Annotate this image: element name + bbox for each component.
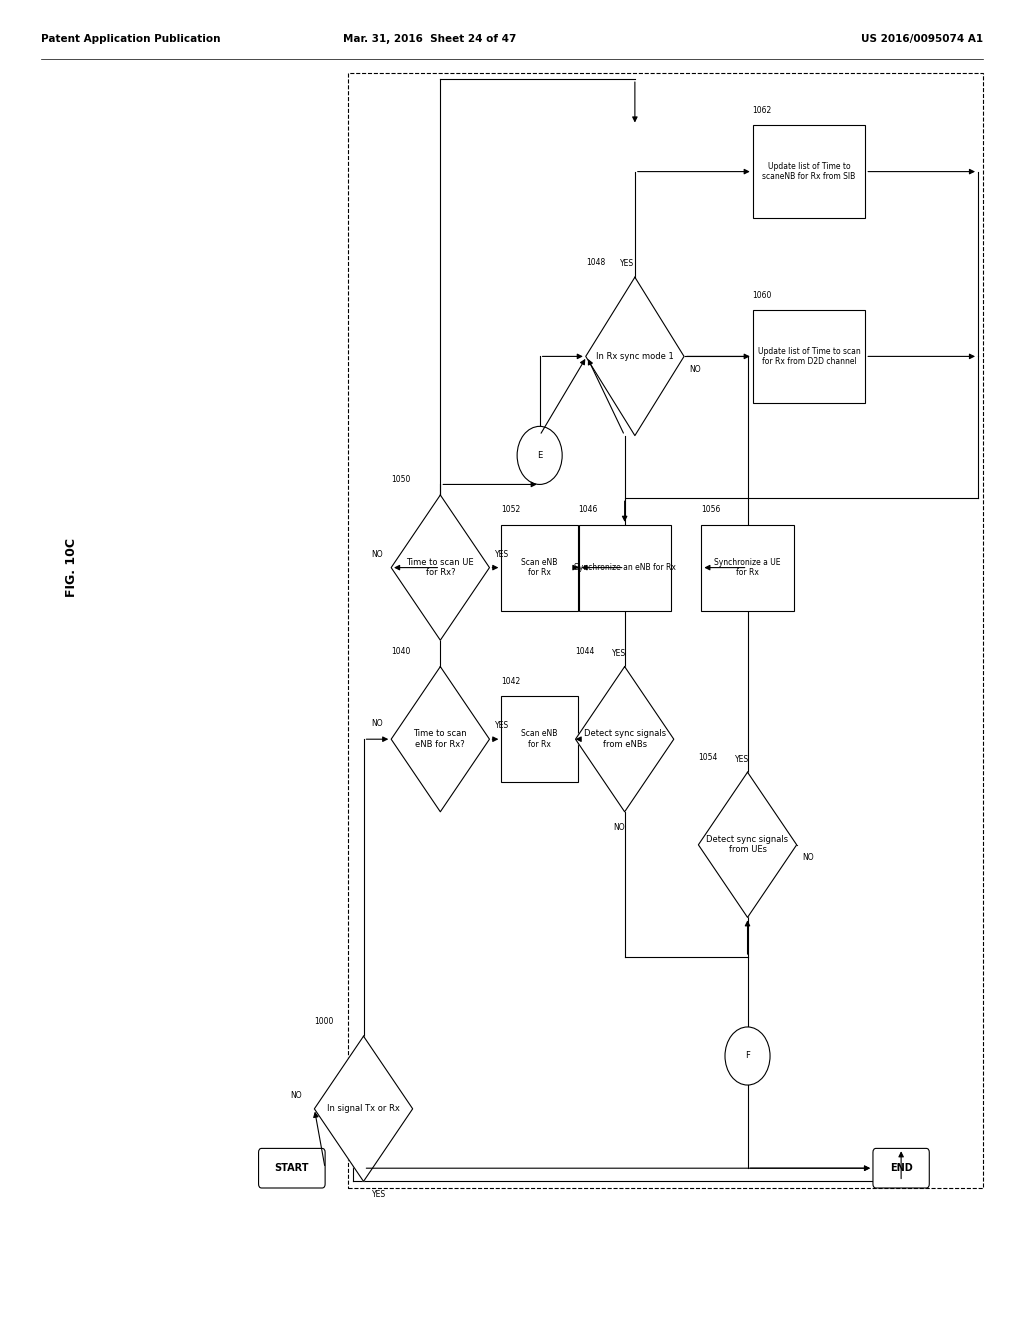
Polygon shape bbox=[575, 667, 674, 812]
Polygon shape bbox=[391, 667, 489, 812]
Text: 1054: 1054 bbox=[698, 752, 718, 762]
Text: NO: NO bbox=[613, 824, 626, 832]
Text: YES: YES bbox=[735, 755, 750, 763]
Text: Synchronize an eNB for Rx: Synchronize an eNB for Rx bbox=[573, 564, 676, 572]
Text: YES: YES bbox=[495, 550, 509, 558]
Circle shape bbox=[517, 426, 562, 484]
Polygon shape bbox=[314, 1036, 413, 1181]
Text: Patent Application Publication: Patent Application Publication bbox=[41, 34, 220, 45]
Text: Mar. 31, 2016  Sheet 24 of 47: Mar. 31, 2016 Sheet 24 of 47 bbox=[343, 34, 517, 45]
Bar bbox=[502, 524, 578, 610]
Text: 1040: 1040 bbox=[391, 647, 411, 656]
Text: Detect sync signals
from eNBs: Detect sync signals from eNBs bbox=[584, 730, 666, 748]
Text: 1052: 1052 bbox=[502, 506, 520, 515]
Bar bbox=[502, 697, 578, 781]
Bar bbox=[753, 125, 865, 218]
Text: YES: YES bbox=[495, 722, 509, 730]
Polygon shape bbox=[391, 495, 489, 640]
Text: YES: YES bbox=[612, 649, 627, 657]
Bar bbox=[579, 524, 671, 610]
Text: NO: NO bbox=[372, 719, 383, 727]
Text: In Rx sync mode 1: In Rx sync mode 1 bbox=[596, 352, 674, 360]
Text: NO: NO bbox=[689, 366, 700, 374]
Text: Scan eNB
for Rx: Scan eNB for Rx bbox=[521, 558, 558, 577]
Text: START: START bbox=[274, 1163, 309, 1173]
Text: Time to scan
eNB for Rx?: Time to scan eNB for Rx? bbox=[414, 730, 467, 748]
Text: NO: NO bbox=[802, 854, 813, 862]
Bar bbox=[701, 524, 794, 610]
FancyBboxPatch shape bbox=[872, 1148, 930, 1188]
Text: NO: NO bbox=[291, 1092, 302, 1100]
Text: 1062: 1062 bbox=[753, 106, 772, 115]
Text: Detect sync signals
from UEs: Detect sync signals from UEs bbox=[707, 836, 788, 854]
Text: US 2016/0095074 A1: US 2016/0095074 A1 bbox=[861, 34, 983, 45]
Text: YES: YES bbox=[620, 260, 634, 268]
Text: F: F bbox=[745, 1052, 750, 1060]
Text: END: END bbox=[890, 1163, 912, 1173]
Text: E: E bbox=[537, 451, 543, 459]
Text: 1046: 1046 bbox=[579, 506, 598, 515]
Text: 1044: 1044 bbox=[575, 647, 595, 656]
Circle shape bbox=[725, 1027, 770, 1085]
Text: 1000: 1000 bbox=[314, 1016, 334, 1026]
Text: YES: YES bbox=[372, 1191, 386, 1199]
Text: Synchronize a UE
for Rx: Synchronize a UE for Rx bbox=[715, 558, 780, 577]
Bar bbox=[348, 73, 983, 1188]
Text: In signal Tx or Rx: In signal Tx or Rx bbox=[327, 1105, 400, 1113]
Text: Update list of Time to scan
for Rx from D2D channel: Update list of Time to scan for Rx from … bbox=[758, 347, 860, 366]
Text: 1042: 1042 bbox=[502, 677, 520, 685]
Text: Time to scan UE
for Rx?: Time to scan UE for Rx? bbox=[407, 558, 474, 577]
Text: 1048: 1048 bbox=[586, 257, 605, 267]
Text: Scan eNB
for Rx: Scan eNB for Rx bbox=[521, 730, 558, 748]
FancyBboxPatch shape bbox=[258, 1148, 325, 1188]
Text: NO: NO bbox=[372, 550, 383, 558]
Polygon shape bbox=[698, 772, 797, 917]
Text: 1056: 1056 bbox=[701, 506, 721, 515]
Text: Update list of Time to
scaneNB for Rx from SIB: Update list of Time to scaneNB for Rx fr… bbox=[762, 162, 856, 181]
Polygon shape bbox=[586, 277, 684, 436]
Text: 1050: 1050 bbox=[391, 475, 411, 484]
Text: 1060: 1060 bbox=[753, 290, 772, 300]
Bar bbox=[753, 310, 865, 403]
Text: FIG. 10C: FIG. 10C bbox=[66, 539, 78, 597]
